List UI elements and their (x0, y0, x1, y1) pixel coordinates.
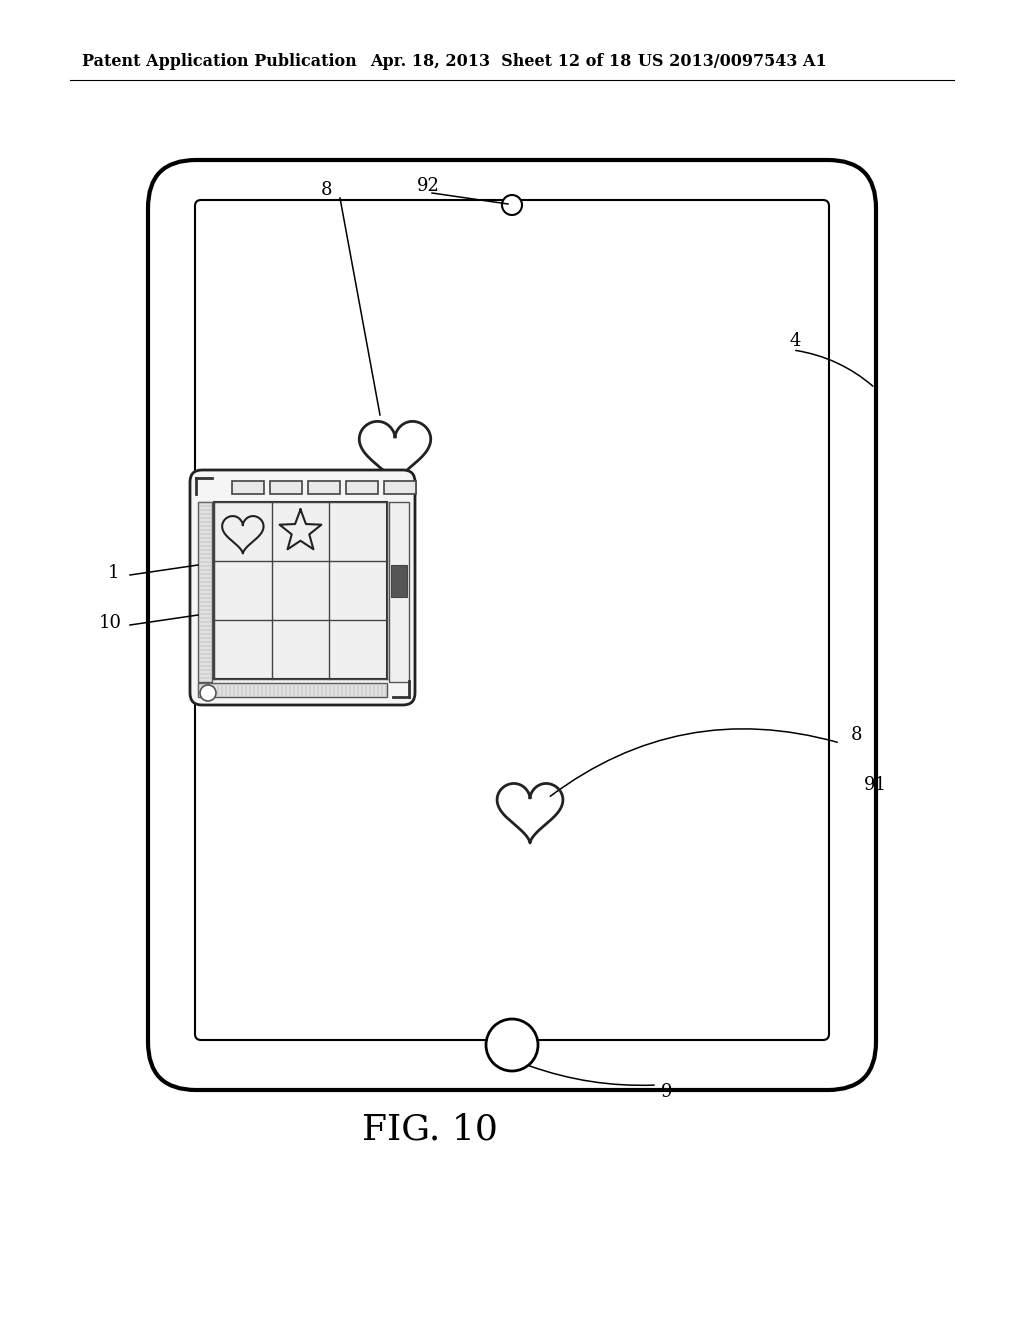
Circle shape (502, 195, 522, 215)
Bar (270, 480, 302, 494)
Bar (232, 480, 264, 494)
FancyBboxPatch shape (190, 470, 415, 705)
Bar (384, 480, 416, 494)
Text: 10: 10 (98, 614, 122, 632)
Text: US 2013/0097543 A1: US 2013/0097543 A1 (638, 54, 826, 70)
Text: 8: 8 (322, 181, 333, 199)
Text: 8: 8 (851, 726, 863, 744)
Bar (346, 480, 378, 494)
Bar (214, 502, 387, 678)
Bar (308, 480, 340, 494)
Bar (391, 565, 407, 598)
Bar (389, 502, 409, 682)
Text: 9: 9 (662, 1082, 673, 1101)
Text: 4: 4 (790, 333, 801, 350)
Bar (198, 682, 387, 697)
Text: FIG. 10: FIG. 10 (362, 1113, 498, 1147)
Text: Apr. 18, 2013  Sheet 12 of 18: Apr. 18, 2013 Sheet 12 of 18 (370, 54, 632, 70)
Text: 92: 92 (417, 177, 439, 195)
Circle shape (486, 1019, 538, 1071)
Circle shape (200, 685, 216, 701)
Text: 91: 91 (863, 776, 887, 795)
Text: 1: 1 (109, 564, 120, 582)
Bar (198, 502, 212, 682)
FancyBboxPatch shape (195, 201, 829, 1040)
FancyBboxPatch shape (148, 160, 876, 1090)
Text: Patent Application Publication: Patent Application Publication (82, 54, 356, 70)
